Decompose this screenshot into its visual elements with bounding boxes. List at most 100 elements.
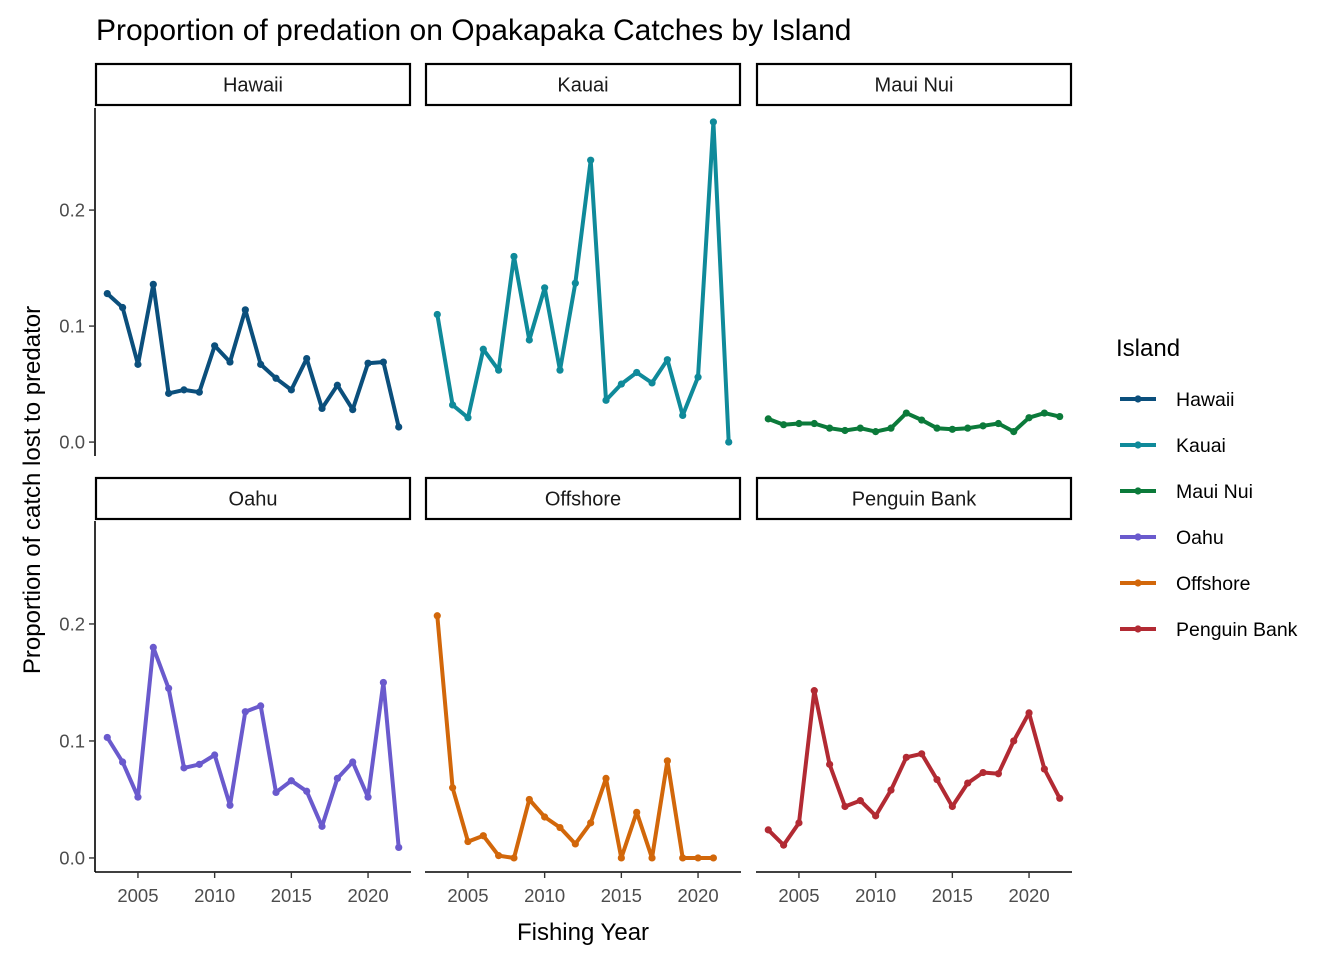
data-point-penguin-bank bbox=[948, 802, 956, 811]
data-point-oahu bbox=[211, 751, 219, 759]
data-point-maui-nui bbox=[1040, 409, 1048, 417]
data-point-hawaii bbox=[211, 342, 219, 350]
data-point-oahu bbox=[149, 643, 157, 651]
data-point-maui-nui bbox=[1010, 428, 1018, 436]
strip-label-maui-nui: Maui Nui bbox=[875, 75, 954, 97]
data-point-kauai bbox=[464, 414, 472, 422]
data-point-penguin-bank bbox=[764, 826, 772, 834]
data-point-maui-nui bbox=[933, 424, 941, 432]
data-point-offshore bbox=[464, 837, 472, 846]
x-tick-label: 2020 bbox=[1008, 885, 1049, 906]
x-tick-label: 2005 bbox=[117, 885, 158, 906]
data-point-kauai bbox=[633, 368, 641, 377]
y-tick-label: 0.0 bbox=[59, 432, 85, 453]
strip-label-hawaii: Hawaii bbox=[223, 75, 283, 97]
data-point-kauai bbox=[571, 279, 579, 287]
data-point-hawaii bbox=[318, 404, 326, 413]
data-point-penguin-bank bbox=[795, 819, 803, 827]
legend-key-point-offshore bbox=[1134, 579, 1142, 587]
strip-label-oahu: Oahu bbox=[229, 489, 278, 511]
data-point-offshore bbox=[709, 854, 717, 862]
data-point-oahu bbox=[257, 702, 265, 710]
legend-key-point-penguin-bank bbox=[1134, 625, 1142, 633]
data-point-penguin-bank bbox=[780, 841, 788, 849]
series-line-offshore bbox=[435, 613, 716, 860]
data-point-kauai bbox=[510, 252, 518, 261]
legend-key-point-maui-nui bbox=[1134, 487, 1142, 495]
series-line-oahu bbox=[105, 645, 401, 850]
data-point-penguin-bank bbox=[902, 753, 910, 761]
data-point-penguin-bank bbox=[964, 779, 972, 787]
data-point-kauai bbox=[449, 401, 457, 409]
strip-hawaii bbox=[94, 62, 412, 107]
data-point-offshore bbox=[556, 823, 564, 832]
data-point-kauai bbox=[556, 366, 564, 374]
data-point-kauai bbox=[433, 310, 441, 319]
data-point-oahu bbox=[379, 678, 387, 687]
data-point-penguin-bank bbox=[1040, 765, 1048, 773]
series-line-penguin-bank bbox=[766, 688, 1062, 848]
data-point-penguin-bank bbox=[933, 775, 941, 784]
x-tick-label: 2010 bbox=[524, 885, 565, 906]
legend-title: Island bbox=[1116, 335, 1180, 362]
data-point-oahu bbox=[134, 793, 142, 801]
data-point-maui-nui bbox=[902, 409, 910, 417]
x-tick-label: 2005 bbox=[778, 885, 819, 906]
legend-label-oahu: Oahu bbox=[1176, 527, 1224, 549]
data-point-maui-nui bbox=[856, 424, 864, 432]
y-tick-label: 0.2 bbox=[59, 200, 85, 221]
y-tick-label: 0.2 bbox=[59, 613, 85, 634]
x-tick-label: 2005 bbox=[447, 885, 488, 906]
data-point-hawaii bbox=[134, 360, 142, 368]
data-point-offshore bbox=[694, 854, 702, 862]
legend-label-hawaii: Hawaii bbox=[1176, 389, 1235, 411]
data-point-maui-nui bbox=[887, 424, 895, 432]
data-point-oahu bbox=[318, 822, 326, 830]
data-point-offshore bbox=[648, 854, 656, 862]
strip-label-penguin-bank: Penguin Bank bbox=[852, 489, 978, 511]
data-point-offshore bbox=[587, 819, 595, 827]
data-point-hawaii bbox=[287, 386, 295, 394]
x-tick-label: 2015 bbox=[601, 885, 642, 906]
data-point-penguin-bank bbox=[1025, 709, 1033, 717]
legend-item-maui-nui: Maui Nui bbox=[1120, 481, 1253, 503]
x-tick-label: 2015 bbox=[271, 885, 312, 906]
data-point-oahu bbox=[303, 787, 311, 795]
data-point-hawaii bbox=[149, 280, 157, 288]
panel-penguin-bank: Penguin Bank 2005 2010 2015 2020 bbox=[755, 476, 1073, 906]
strip-maui-nui bbox=[755, 62, 1073, 107]
data-point-oahu bbox=[103, 733, 111, 742]
data-point-offshore bbox=[449, 784, 457, 792]
data-point-hawaii bbox=[364, 359, 372, 367]
data-point-penguin-bank bbox=[979, 768, 987, 777]
y-axis-title: Proportion of catch lost to predator bbox=[19, 306, 46, 674]
chart-title: Proportion of predation on Opakapaka Cat… bbox=[96, 14, 851, 47]
panel-maui-nui: Maui Nui bbox=[755, 62, 1073, 436]
data-point-maui-nui bbox=[841, 426, 849, 435]
data-point-penguin-bank bbox=[918, 750, 926, 758]
data-point-offshore bbox=[633, 808, 641, 816]
legend-label-offshore: Offshore bbox=[1176, 573, 1250, 595]
data-point-hawaii bbox=[103, 290, 111, 298]
y-tick-label: 0.1 bbox=[59, 316, 85, 337]
data-point-oahu bbox=[349, 758, 357, 766]
data-point-oahu bbox=[195, 760, 203, 768]
legend-key-point-oahu bbox=[1134, 533, 1142, 541]
data-point-kauai bbox=[663, 356, 671, 364]
data-point-maui-nui bbox=[872, 428, 880, 436]
strip-offshore bbox=[424, 476, 742, 521]
data-point-hawaii bbox=[379, 358, 387, 366]
data-point-offshore bbox=[541, 813, 549, 821]
legend-key-point-hawaii bbox=[1134, 395, 1142, 403]
data-point-maui-nui bbox=[964, 424, 972, 432]
data-point-offshore bbox=[495, 852, 503, 860]
data-point-oahu bbox=[272, 788, 280, 797]
data-point-hawaii bbox=[333, 381, 341, 389]
panel-hawaii: Hawaii 0.0 0.1 0.2 bbox=[59, 62, 412, 456]
data-point-maui-nui bbox=[810, 419, 818, 428]
data-point-oahu bbox=[165, 684, 173, 692]
data-point-maui-nui bbox=[764, 415, 772, 423]
legend-item-kauai: Kauai bbox=[1120, 435, 1226, 457]
data-point-maui-nui bbox=[1025, 414, 1033, 422]
